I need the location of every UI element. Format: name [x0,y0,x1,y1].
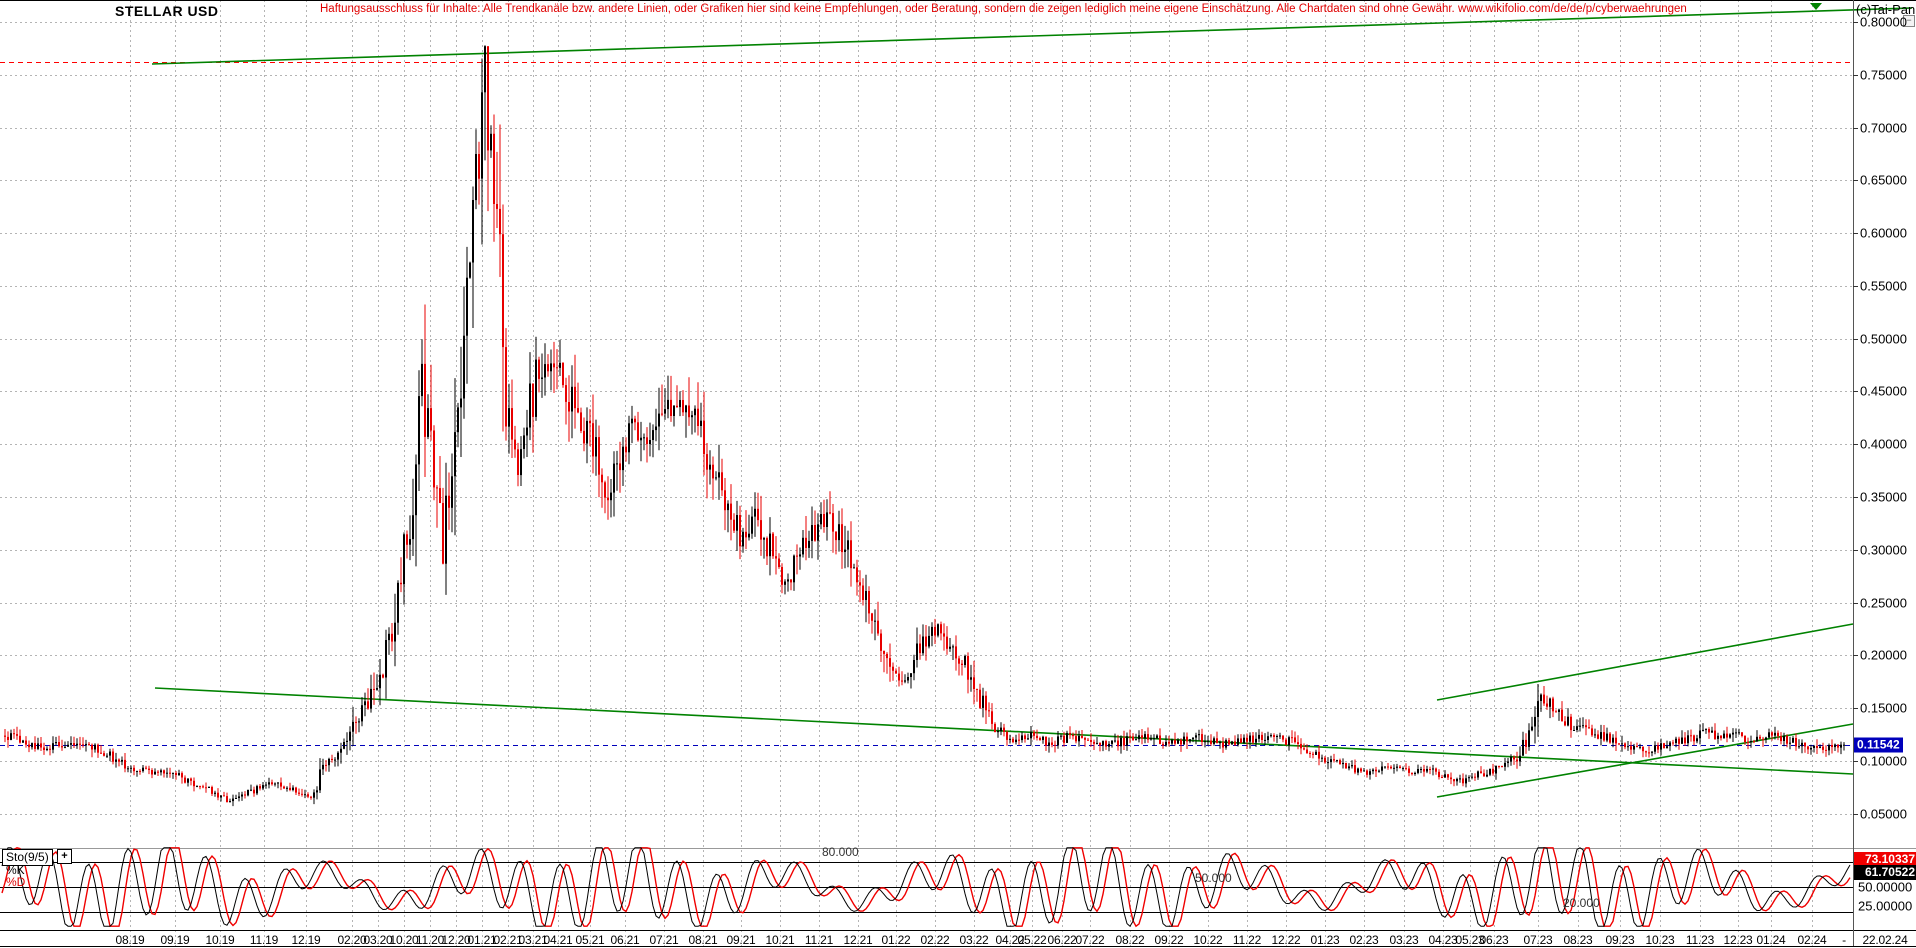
time-axis-label: 01.24 [1756,933,1786,947]
price-axis-label: 0.70000 [1860,120,1907,136]
time-axis-label: 09.21 [726,933,756,947]
time-axis-label: 02.22 [920,933,950,947]
add-indicator-icon[interactable]: + [57,849,72,864]
stochastic-axis-label: 25.00000 [1858,898,1913,914]
time-axis-label: 11.23 [1685,933,1715,947]
time-axis-label: 08.21 [688,933,718,947]
time-axis-label: 02.23 [1349,933,1379,947]
time-axis-label: 09.23 [1605,933,1635,947]
time-axis-label: 07.21 [649,933,679,947]
stochastic-axis-label: 50.00000 [1858,879,1913,895]
price-axis-label: 0.30000 [1860,542,1907,558]
stochastic-level-label: 50.000 [1195,871,1232,885]
last-trade-date-label: 22.02.24 [1862,933,1908,947]
time-axis-label: 07.23 [1523,933,1553,947]
copyright-label: (c)Tai-Pan [1856,2,1916,17]
price-axis-label: 0.10000 [1860,753,1907,769]
time-axis-label: 11.21 [804,933,834,947]
price-axis-label: 0.45000 [1860,383,1907,399]
time-axis-label: 06.21 [610,933,640,947]
price-axis-label: 0.55000 [1860,278,1907,294]
price-axis-label: 0.75000 [1860,67,1907,83]
time-axis-label: 11.20 [415,933,445,947]
time-axis-label: 09.22 [1154,933,1184,947]
price-axis-label: 0.25000 [1860,595,1907,611]
time-axis-label: 08.23 [1563,933,1593,947]
time-axis-label: 12.21 [843,933,873,947]
price-axis-label: 0.65000 [1860,172,1907,188]
time-axis-label: 06.23 [1479,933,1509,947]
time-axis-label: 03.21 [518,933,548,947]
time-axis-label: 10.20 [389,933,419,947]
price-axis-label: 0.50000 [1860,331,1907,347]
time-axis-label: 01.22 [881,933,911,947]
stochastic-k-value-badge: 61.70522 [1854,865,1916,880]
time-axis-label: 02.20 [337,933,367,947]
time-axis-label: 10.22 [1193,933,1223,947]
time-axis-separator: - [1842,933,1846,947]
time-axis-label: 05.21 [575,933,605,947]
time-axis-label: 01.21 [467,933,497,947]
stochastic-d-label: %D [6,875,26,889]
price-axis-label: 0.40000 [1860,436,1907,452]
collapse-axis-button[interactable]: − [1903,15,1915,27]
time-axis-label: 04.21 [543,933,573,947]
time-axis-label: 10.19 [205,933,235,947]
stochastic-k-label: %K [6,863,25,877]
time-axis-label: 01.23 [1310,933,1340,947]
time-axis-label: 09.19 [160,933,190,947]
time-axis-label: 08.19 [115,933,145,947]
time-axis-label: 02.21 [493,933,523,947]
price-axis-label: 0.35000 [1860,489,1907,505]
time-axis-label: 03.22 [959,933,989,947]
stochastic-level-label: 20.000 [1563,896,1600,910]
stochastic-level-label: 80.000 [822,845,859,859]
current-price-badge: 0.11542 [1854,737,1903,753]
time-axis-label: 08.22 [1115,933,1145,947]
time-axis-label: 04.23 [1428,933,1458,947]
time-axis-label: 05.22 [1017,933,1047,947]
time-axis-label: 12.20 [441,933,471,947]
time-axis-label: 02.24 [1797,933,1827,947]
time-axis-label: 04.22 [995,933,1025,947]
time-axis-label: 07.22 [1075,933,1105,947]
time-axis-label: 03.23 [1389,933,1419,947]
time-axis-label: 12.22 [1271,933,1301,947]
time-axis-label: 11.19 [249,933,279,947]
price-axis-label: 0.05000 [1860,806,1907,822]
time-axis-label: 12.23 [1723,933,1753,947]
stochastic-settings-button[interactable]: Sto(9/5) [2,849,53,866]
stochastic-d-value-badge: 73.10337 [1854,852,1916,867]
price-axis-label: 0.80000 [1860,14,1907,30]
time-axis-label: 03.20 [363,933,393,947]
time-axis-label: 10.21 [765,933,795,947]
time-axis-label: 11.22 [1232,933,1262,947]
time-axis-label: 12.19 [291,933,321,947]
time-axis-label: 06.22 [1047,933,1077,947]
chart-title: STELLAR USD [115,3,219,19]
disclaimer-text: Haftungsausschluss für Inhalte: Alle Tre… [320,3,1687,15]
price-axis-label: 0.15000 [1860,700,1907,716]
price-axis-label: 0.20000 [1860,647,1907,663]
price-axis-label: 0.60000 [1860,225,1907,241]
time-axis-label: 05.23 [1455,933,1485,947]
time-axis-label: 10.23 [1645,933,1675,947]
